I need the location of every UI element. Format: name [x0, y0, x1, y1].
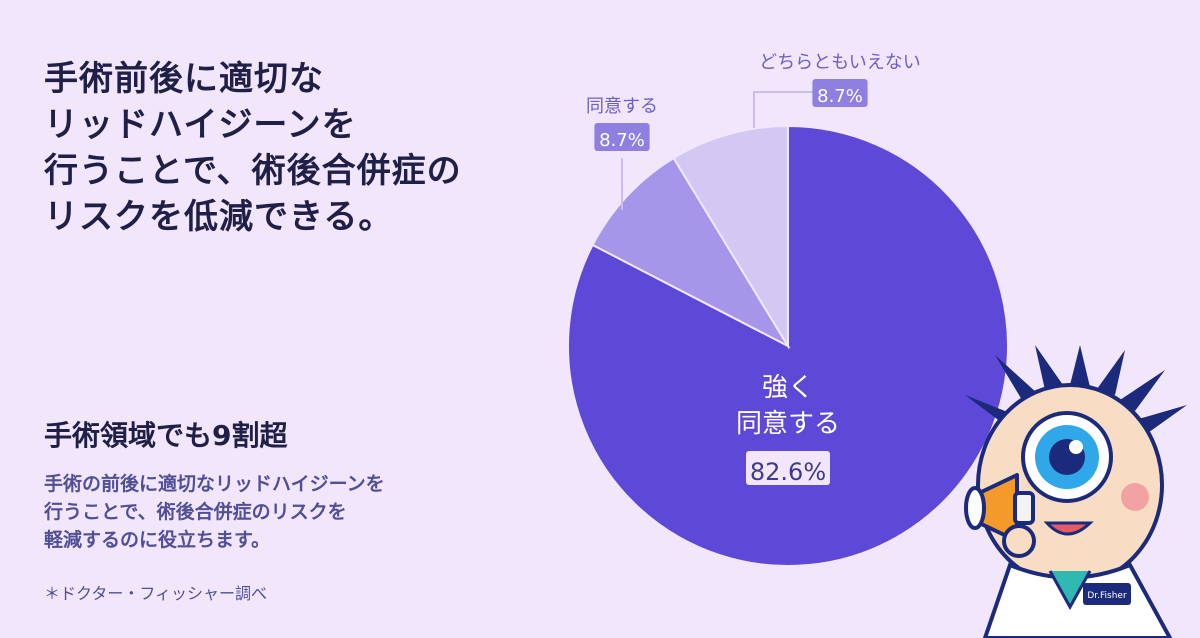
slice-label: 同意する	[736, 409, 840, 439]
mascot-hand	[1002, 524, 1036, 558]
headline-line: リスクを低減できる。	[44, 197, 394, 237]
body-line: 手術の前後に適切なリッドハイジーンを	[44, 473, 385, 495]
body-text: 手術の前後に適切なリッドハイジーンを 行うことで、術後合併症のリスクを 軽減する…	[44, 470, 484, 554]
pie-slice	[672, 124, 789, 350]
slice-value-label: 8.7%	[817, 86, 863, 107]
leader-line	[753, 91, 815, 128]
slice-value-label-box	[594, 123, 650, 151]
headline-line: リッドハイジーンを	[44, 105, 357, 145]
slice-value-label: 82.6%	[750, 458, 826, 486]
source-note: ＊ドクター・フィッシャー調べ	[44, 584, 268, 603]
headline: 手術前後に適切な リッドハイジーンを 行うことで、術後合併症の リスクを低減でき…	[44, 56, 544, 240]
slice-value-label-box	[812, 79, 868, 107]
mascot-badge	[1083, 583, 1131, 605]
headline-line: 行うことで、術後合併症の	[44, 151, 462, 191]
slice-label: どちらともいえない	[759, 52, 921, 73]
slice-value-label: 8.7%	[599, 130, 645, 151]
slice-label: 同意する	[586, 96, 658, 117]
mascot-mouth	[1043, 521, 1094, 536]
mascot-eye-shine	[1069, 440, 1083, 454]
slice-value-label-box	[746, 451, 830, 485]
subheading: 手術領域でも9割超	[44, 419, 288, 452]
slice-label: 強く	[762, 373, 814, 403]
mascot-hair-spikes-icon	[965, 345, 1187, 435]
body-line: 行うことで、術後合併症のリスクを	[44, 501, 347, 523]
headline-line: 手術前後に適切な	[44, 59, 324, 99]
mascot-illustration: Dr.Fisher	[964, 345, 1187, 638]
pie-slice	[591, 156, 791, 349]
mascot-badge-text: Dr.Fisher	[1087, 591, 1127, 601]
mascot-cheek	[1121, 483, 1149, 511]
mascot-collar	[1048, 570, 1092, 611]
body-line: 軽減するのに役立ちます。	[44, 529, 271, 551]
megaphone-icon	[964, 473, 1035, 543]
